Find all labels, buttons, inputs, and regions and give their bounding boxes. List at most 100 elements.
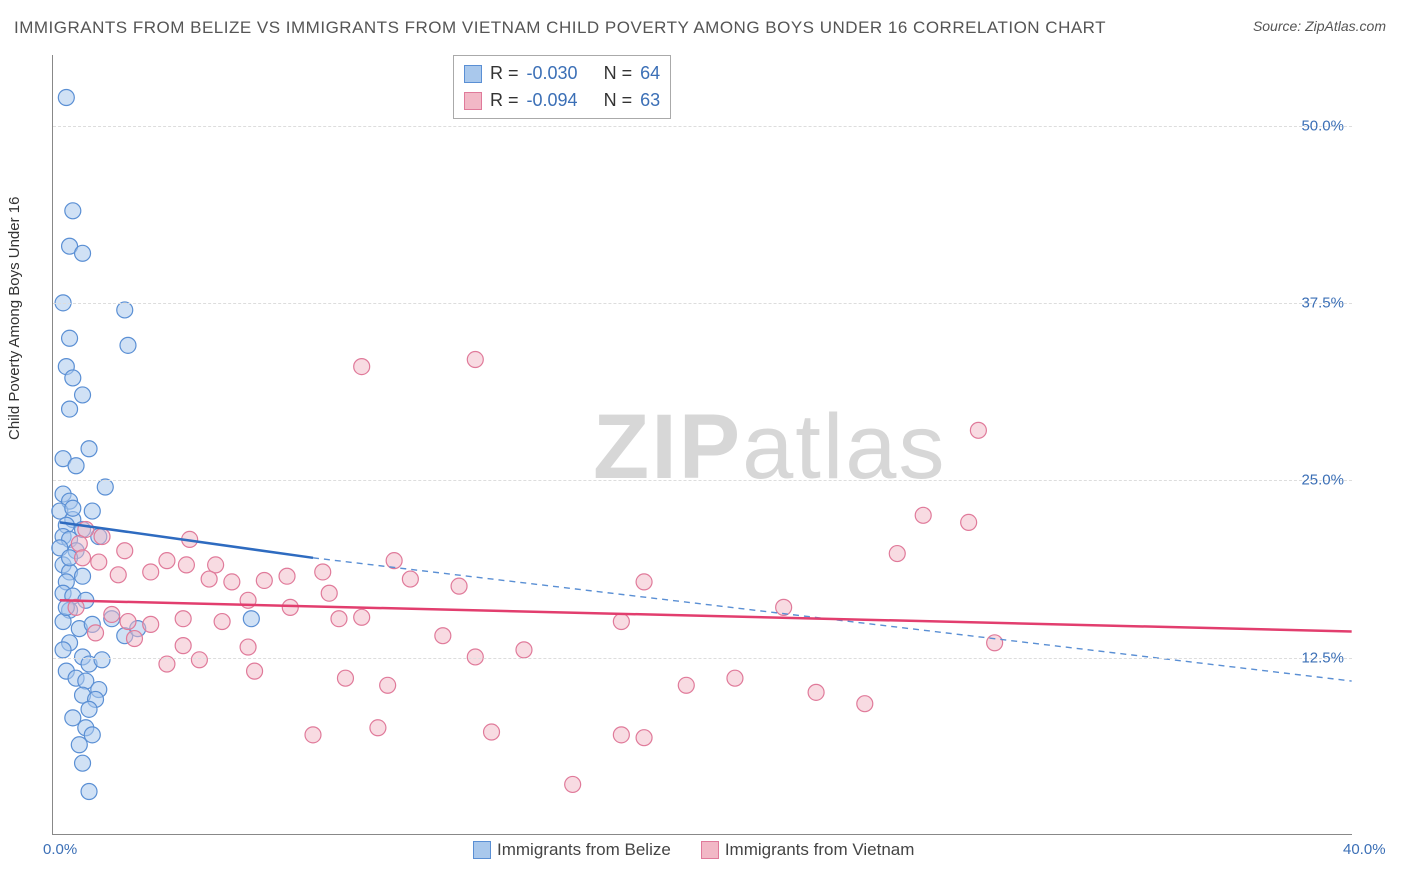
scatter-point <box>75 568 91 584</box>
legend-item-belize: Immigrants from Belize <box>473 840 671 860</box>
scatter-point <box>75 755 91 771</box>
scatter-point <box>75 387 91 403</box>
scatter-point <box>55 642 71 658</box>
scatter-point <box>282 599 298 615</box>
xtick-label: 40.0% <box>1343 841 1386 858</box>
legend-item-vietnam: Immigrants from Vietnam <box>701 840 915 860</box>
ytick-label: 25.0% <box>1301 472 1344 489</box>
scatter-point <box>354 609 370 625</box>
scatter-point <box>58 90 74 106</box>
scatter-point <box>175 638 191 654</box>
scatter-point <box>75 245 91 261</box>
scatter-point <box>386 553 402 569</box>
scatter-point <box>961 514 977 530</box>
bottom-legend: Immigrants from Belize Immigrants from V… <box>473 840 914 860</box>
scatter-point <box>65 500 81 516</box>
scatter-point <box>143 616 159 632</box>
scatter-point <box>613 727 629 743</box>
scatter-point <box>247 663 263 679</box>
scatter-point <box>337 670 353 686</box>
scatter-point <box>159 553 175 569</box>
gridline <box>53 126 1352 127</box>
scatter-point <box>84 503 100 519</box>
scatter-point <box>727 670 743 686</box>
scatter-point <box>354 359 370 375</box>
legend-label-vietnam: Immigrants from Vietnam <box>725 840 915 860</box>
gridline <box>53 480 1352 481</box>
scatter-point <box>71 536 87 552</box>
scatter-point <box>104 606 120 622</box>
scatter-point <box>987 635 1003 651</box>
scatter-point <box>305 727 321 743</box>
scatter-point <box>65 203 81 219</box>
chart-title: IMMIGRANTS FROM BELIZE VS IMMIGRANTS FRO… <box>14 18 1106 38</box>
scatter-point <box>81 441 97 457</box>
scatter-point <box>451 578 467 594</box>
gridline <box>53 658 1352 659</box>
scatter-point <box>178 557 194 573</box>
scatter-svg <box>53 55 1352 834</box>
legend-label-belize: Immigrants from Belize <box>497 840 671 860</box>
legend-swatch-vietnam <box>701 841 719 859</box>
scatter-point <box>65 370 81 386</box>
scatter-point <box>110 567 126 583</box>
scatter-point <box>75 550 91 566</box>
scatter-point <box>191 652 207 668</box>
scatter-point <box>915 507 931 523</box>
gridline <box>53 303 1352 304</box>
scatter-point <box>224 574 240 590</box>
scatter-point <box>201 571 217 587</box>
scatter-point <box>68 458 84 474</box>
scatter-point <box>315 564 331 580</box>
scatter-point <box>81 784 97 800</box>
source-attribution: Source: ZipAtlas.com <box>1253 18 1386 34</box>
scatter-point <box>71 737 87 753</box>
scatter-point <box>331 611 347 627</box>
scatter-point <box>91 554 107 570</box>
scatter-point <box>117 302 133 318</box>
scatter-point <box>243 611 259 627</box>
scatter-point <box>516 642 532 658</box>
scatter-point <box>62 330 78 346</box>
scatter-point <box>55 614 71 630</box>
scatter-point <box>126 631 142 647</box>
scatter-point <box>62 401 78 417</box>
scatter-point <box>279 568 295 584</box>
scatter-point <box>402 571 418 587</box>
scatter-point <box>88 625 104 641</box>
scatter-point <box>435 628 451 644</box>
scatter-point <box>94 652 110 668</box>
scatter-point <box>636 574 652 590</box>
scatter-point <box>143 564 159 580</box>
scatter-point <box>78 521 94 537</box>
scatter-point <box>678 677 694 693</box>
y-axis-label: Child Poverty Among Boys Under 16 <box>6 197 23 440</box>
ytick-label: 50.0% <box>1301 117 1344 134</box>
ytick-label: 12.5% <box>1301 649 1344 666</box>
scatter-point <box>120 337 136 353</box>
scatter-point <box>613 614 629 630</box>
legend-swatch-belize <box>473 841 491 859</box>
scatter-point <box>970 422 986 438</box>
scatter-point <box>857 696 873 712</box>
xtick-label: 0.0% <box>43 841 77 858</box>
scatter-point <box>94 529 110 545</box>
scatter-point <box>636 730 652 746</box>
scatter-point <box>117 543 133 559</box>
scatter-point <box>380 677 396 693</box>
scatter-point <box>889 546 905 562</box>
plot-area: ZIPatlas R = -0.030 N = 64 R = -0.094 N … <box>52 55 1352 835</box>
scatter-point <box>484 724 500 740</box>
scatter-point <box>467 352 483 368</box>
scatter-point <box>321 585 337 601</box>
scatter-point <box>240 639 256 655</box>
scatter-point <box>214 614 230 630</box>
scatter-point <box>256 572 272 588</box>
scatter-point <box>565 776 581 792</box>
ytick-label: 37.5% <box>1301 295 1344 312</box>
scatter-point <box>81 701 97 717</box>
scatter-point <box>175 611 191 627</box>
scatter-point <box>120 614 136 630</box>
scatter-point <box>808 684 824 700</box>
scatter-point <box>208 557 224 573</box>
